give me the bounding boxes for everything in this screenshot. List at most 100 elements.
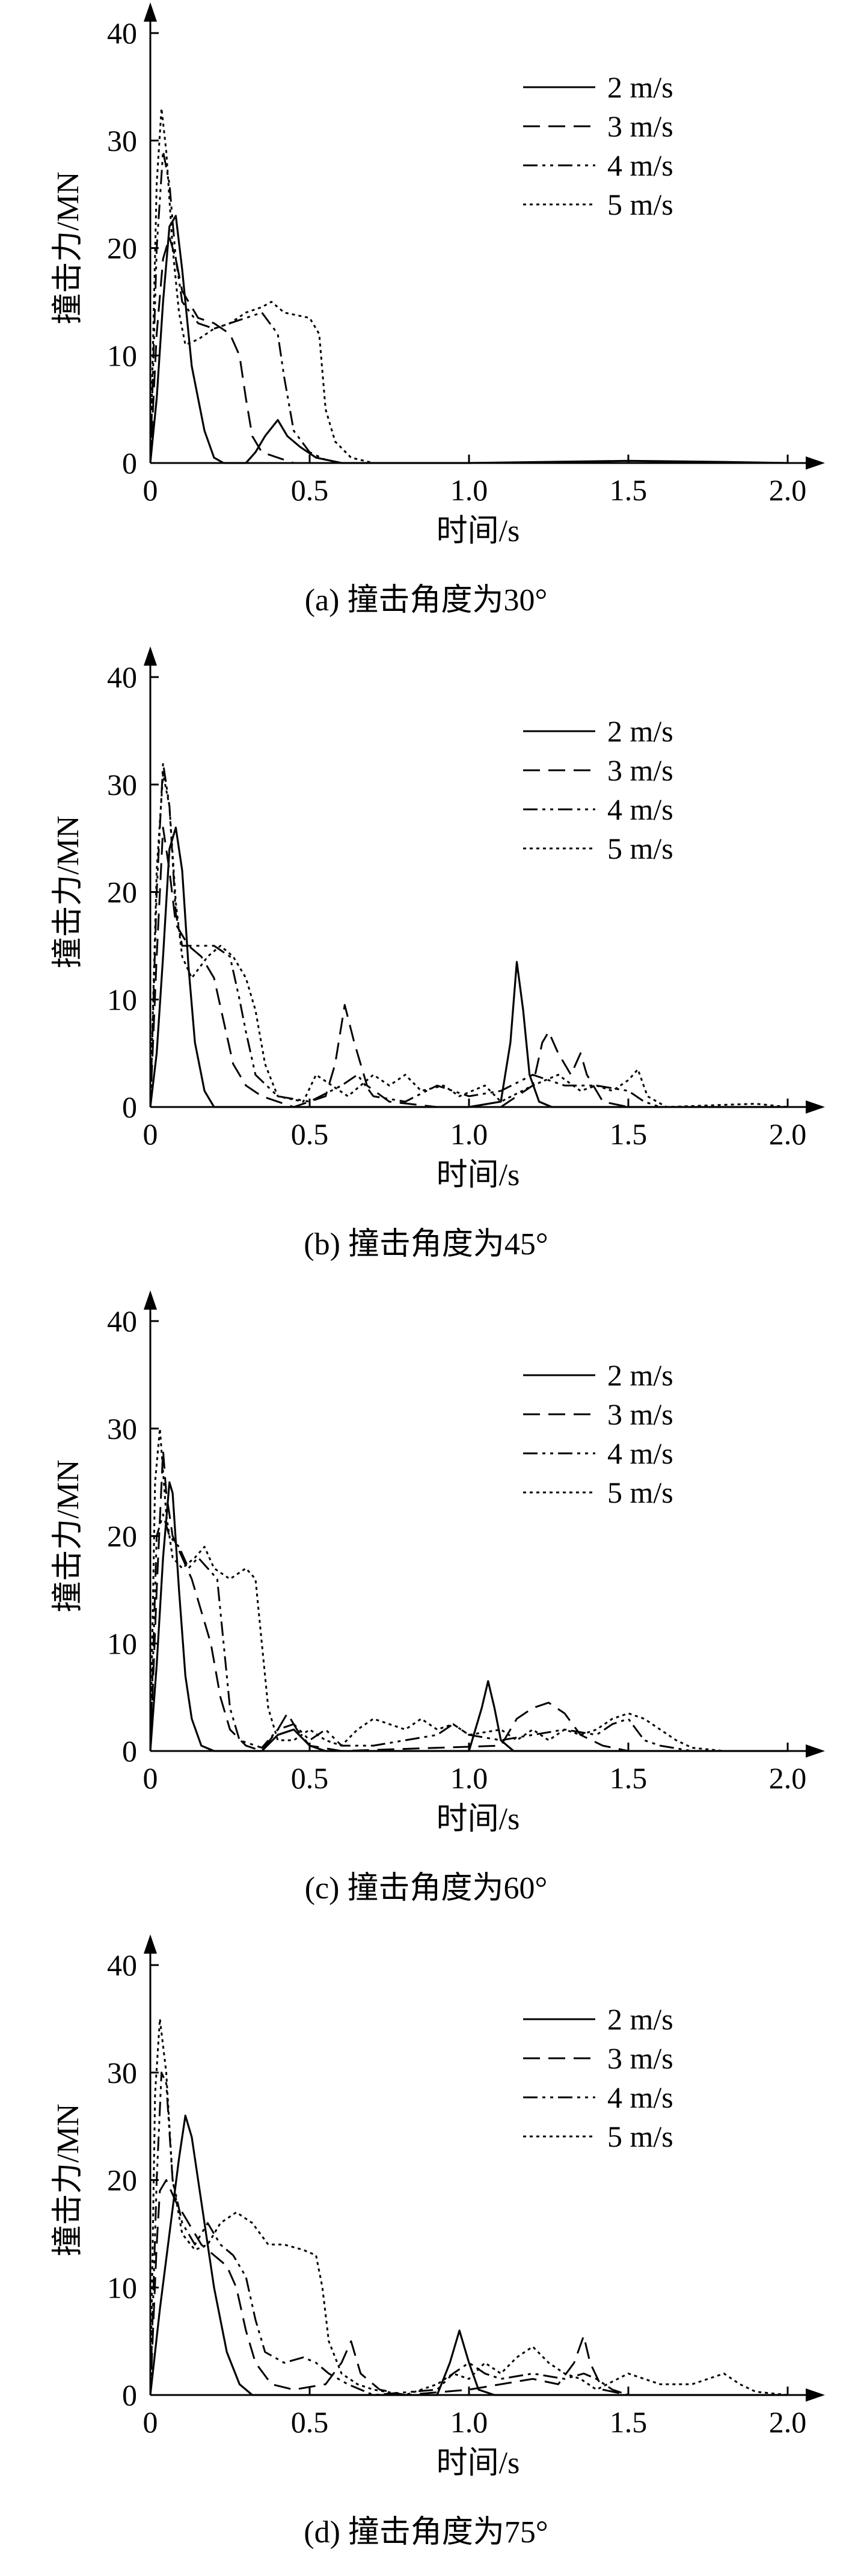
chart-svg: 0 0.5 1.0 1.5 2.0 0 10 20 30 40 时间/s 撞击力/MN 2 m/s 3 m… [51, 646, 825, 1192]
series-line [149, 2072, 788, 2396]
x-tick-label: 0.5 [291, 2405, 329, 2439]
x-axis-title: 时间/s [437, 2446, 520, 2480]
chart-panel: 0 0.5 1.0 1.5 2.0 0 10 20 30 40 时间/s 撞击力/MN 2 m/s 3 m… [0, 644, 852, 1288]
y-tick-label: 30 [107, 1412, 137, 1446]
x-tick-label: 1.0 [450, 2405, 488, 2439]
y-tick-label: 30 [107, 2056, 137, 2090]
legend-label: 5 m/s [607, 188, 673, 221]
y-tick-label: 0 [122, 1734, 137, 1768]
series-line [149, 2179, 788, 2396]
x-axis-arrow [806, 456, 825, 470]
chart-panel: 0 0.5 1.0 1.5 2.0 0 10 20 30 40 时间/s 撞击力/MN 2 m/s 3 m… [0, 1288, 852, 1932]
y-tick-label: 30 [107, 768, 137, 802]
x-tick-label: 2.0 [769, 1117, 807, 1151]
legend-label: 2 m/s [607, 70, 673, 104]
y-tick-label: 0 [122, 446, 137, 480]
legend-label: 5 m/s [607, 1476, 673, 1509]
x-tick-label: 1.5 [610, 473, 648, 507]
series-line [149, 236, 788, 464]
x-tick-label: 2.0 [769, 2405, 807, 2439]
legend-label: 3 m/s [607, 2041, 673, 2075]
x-tick-label: 2.0 [769, 1761, 807, 1795]
series-line [149, 1481, 788, 1752]
legend-label: 2 m/s [607, 2002, 673, 2036]
chart-svg: 0 0.5 1.0 1.5 2.0 0 10 20 30 40 时间/s 撞击力/MN 2 m/s 3 m… [51, 1290, 825, 1836]
y-axis-arrow [144, 646, 157, 666]
legend-label: 3 m/s [607, 1397, 673, 1431]
legend-label: 2 m/s [607, 714, 673, 748]
y-tick-label: 10 [107, 1627, 137, 1660]
y-tick-label: 20 [107, 1520, 137, 1553]
chart-svg: 0 0.5 1.0 1.5 2.0 0 10 20 30 40 时间/s 撞击力/MN 2 m/s 3 m… [51, 2, 825, 548]
x-tick-label: 0 [143, 2405, 158, 2439]
series-line [149, 107, 788, 464]
x-tick-label: 1.0 [450, 473, 488, 507]
y-axis-arrow [144, 2, 157, 22]
legend-label: 3 m/s [607, 753, 673, 787]
x-tick-label: 0.5 [291, 473, 329, 507]
x-tick-label: 1.0 [450, 1117, 488, 1151]
figure-caption: (b) 撞击角度为45° [304, 1227, 548, 1262]
series-line [149, 762, 788, 1108]
x-axis-title: 时间/s [437, 514, 520, 548]
y-tick-label: 40 [107, 1948, 137, 1982]
x-tick-label: 0 [143, 1761, 158, 1795]
x-tick-label: 1.5 [610, 1117, 648, 1151]
legend-label: 4 m/s [607, 2081, 673, 2114]
legend-label: 4 m/s [607, 793, 673, 826]
x-tick-label: 0.5 [291, 1761, 329, 1795]
x-axis-title: 时间/s [437, 1802, 520, 1836]
series-line [149, 1449, 788, 1752]
series-line [149, 215, 788, 464]
series-line [149, 773, 788, 1108]
y-tick-label: 10 [107, 339, 137, 372]
y-tick-label: 0 [122, 2378, 137, 2412]
legend-label: 5 m/s [607, 832, 673, 865]
y-tick-label: 10 [107, 2271, 137, 2304]
y-tick-label: 10 [107, 983, 137, 1016]
x-axis-arrow [806, 1744, 825, 1758]
series-line [149, 1513, 788, 1752]
x-tick-label: 0.5 [291, 1117, 329, 1151]
x-tick-label: 1.5 [610, 1761, 648, 1795]
x-axis-arrow [806, 2388, 825, 2402]
x-tick-label: 1.5 [610, 2405, 648, 2439]
y-axis-arrow [144, 1290, 157, 1310]
y-axis-title: 撞击力/MN [51, 1459, 85, 1612]
legend-label: 4 m/s [607, 1437, 673, 1470]
y-tick-label: 20 [107, 876, 137, 909]
y-tick-label: 30 [107, 124, 137, 158]
series-line [149, 826, 788, 1108]
chart-panel: 0 0.5 1.0 1.5 2.0 0 10 20 30 40 时间/s 撞击力/MN 2 m/s 3 m… [0, 0, 852, 644]
series-line [149, 2017, 788, 2396]
x-tick-label: 0 [143, 473, 158, 507]
y-axis-arrow [144, 1934, 157, 1954]
chart-panel: 0 0.5 1.0 1.5 2.0 0 10 20 30 40 时间/s 撞击力/MN 2 m/s 3 m… [0, 1932, 852, 2576]
y-axis-title: 撞击力/MN [51, 2103, 85, 2256]
legend-label: 5 m/s [607, 2120, 673, 2153]
y-axis-title: 撞击力/MN [51, 171, 85, 324]
legend-label: 4 m/s [607, 149, 673, 182]
y-tick-label: 40 [107, 16, 137, 50]
figure-caption: (d) 撞击角度为75° [304, 2515, 548, 2550]
figure-caption: (a) 撞击角度为30° [304, 583, 548, 618]
figure-caption: (c) 撞击角度为60° [304, 1871, 548, 1906]
x-axis-arrow [806, 1100, 825, 1114]
chart-svg: 0 0.5 1.0 1.5 2.0 0 10 20 30 40 时间/s 撞击力/MN 2 m/s 3 m… [51, 1934, 825, 2480]
x-tick-label: 2.0 [769, 473, 807, 507]
y-tick-label: 40 [107, 1304, 137, 1338]
x-tick-label: 0 [143, 1117, 158, 1151]
y-tick-label: 20 [107, 232, 137, 265]
y-axis-title: 撞击力/MN [51, 815, 85, 968]
series-line [149, 826, 788, 1108]
legend-label: 2 m/s [607, 1358, 673, 1392]
series-line [149, 2114, 788, 2396]
y-tick-label: 0 [122, 1090, 137, 1124]
x-tick-label: 1.0 [450, 1761, 488, 1795]
legend-label: 3 m/s [607, 109, 673, 143]
x-axis-title: 时间/s [437, 1158, 520, 1192]
series-line [149, 150, 788, 464]
y-tick-label: 40 [107, 660, 137, 694]
series-line [149, 1428, 788, 1752]
